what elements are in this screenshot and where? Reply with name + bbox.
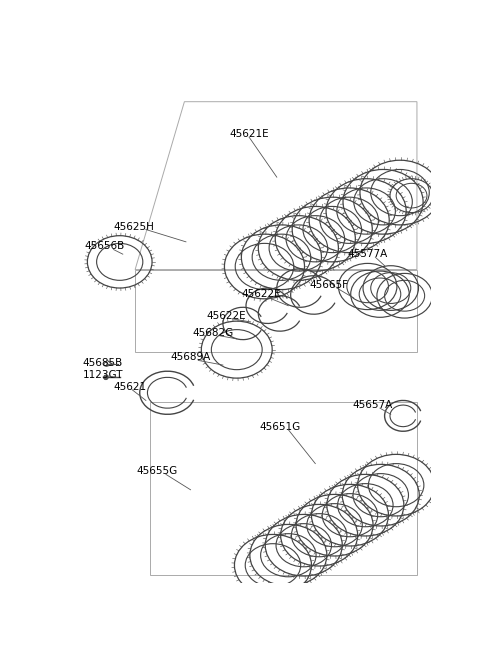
Text: 45689A: 45689A <box>170 352 211 362</box>
Text: 45655G: 45655G <box>137 466 178 476</box>
Circle shape <box>104 375 108 380</box>
Text: 1123GT: 1123GT <box>83 370 123 380</box>
Text: 45656B: 45656B <box>84 242 124 252</box>
Text: 45625H: 45625H <box>114 222 155 233</box>
Text: 45657A: 45657A <box>352 400 393 410</box>
Text: 45682G: 45682G <box>192 328 233 338</box>
Text: 45621: 45621 <box>114 382 147 392</box>
Text: 45622E: 45622E <box>206 310 246 321</box>
Text: 45685B: 45685B <box>83 358 123 369</box>
Text: 45665F: 45665F <box>309 280 348 290</box>
Text: 45621E: 45621E <box>229 129 269 139</box>
Text: 45651G: 45651G <box>260 422 301 432</box>
Text: 45622E: 45622E <box>241 290 281 299</box>
Text: 45577A: 45577A <box>348 249 388 259</box>
